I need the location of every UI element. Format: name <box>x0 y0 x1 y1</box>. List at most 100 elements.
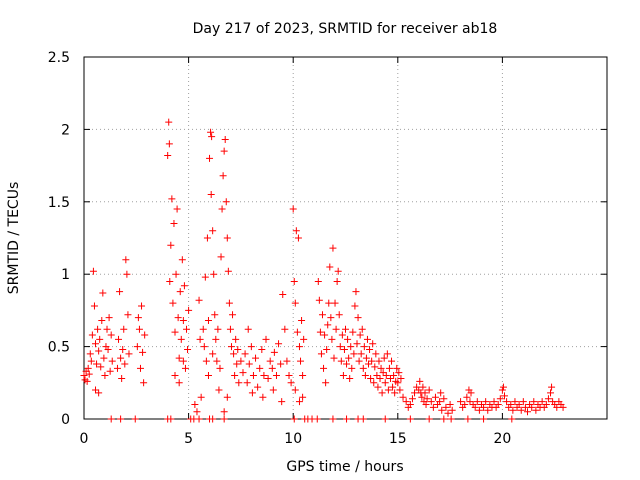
data-point <box>386 374 394 382</box>
data-point <box>258 345 266 353</box>
data-point <box>221 136 229 144</box>
x-tick-label: 0 <box>80 431 89 447</box>
data-point <box>124 311 132 319</box>
data-point <box>299 372 307 380</box>
data-point <box>100 354 108 362</box>
data-point <box>553 403 561 411</box>
data-point <box>419 383 427 391</box>
data-point <box>86 350 94 358</box>
data-point <box>389 383 397 391</box>
data-point <box>115 335 123 343</box>
data-point <box>500 392 508 400</box>
data-point <box>101 372 109 380</box>
data-point <box>380 354 388 362</box>
data-point <box>291 386 299 394</box>
data-point <box>490 398 498 406</box>
data-point <box>349 328 357 336</box>
data-point <box>467 389 475 397</box>
axis-ticks: 0 5 10 15 20 0 0.5 1 1.5 2 2.5 <box>48 50 607 447</box>
data-point <box>123 270 131 278</box>
data-point <box>329 415 337 423</box>
data-point <box>324 321 332 329</box>
data-point <box>92 340 100 348</box>
data-point <box>180 282 188 290</box>
data-point <box>167 415 175 423</box>
data-point <box>375 357 383 365</box>
data-point <box>466 398 474 406</box>
data-point <box>226 325 234 333</box>
data-point <box>181 364 189 372</box>
data-point <box>437 389 445 397</box>
data-point <box>84 364 92 372</box>
y-axis-label: SRMTID / TECUs <box>6 182 22 295</box>
data-point <box>275 340 283 348</box>
data-point <box>316 328 324 336</box>
y-tick-label: 2 <box>61 122 70 138</box>
data-point <box>248 389 256 397</box>
data-point <box>383 350 391 358</box>
data-point <box>125 350 133 358</box>
data-point <box>122 256 130 264</box>
data-point <box>108 357 116 365</box>
data-point <box>406 415 414 423</box>
data-point <box>138 302 146 310</box>
data-point <box>333 277 341 285</box>
data-point <box>457 398 465 406</box>
data-point <box>279 290 287 298</box>
data-point <box>397 374 405 382</box>
grid <box>84 57 607 419</box>
data-point <box>135 325 143 333</box>
data-point <box>395 369 403 377</box>
data-point <box>343 415 351 423</box>
data-point <box>218 205 226 213</box>
data-point <box>422 401 430 409</box>
data-point <box>277 360 285 368</box>
data-point <box>411 389 419 397</box>
data-point <box>475 406 483 414</box>
data-point <box>177 335 185 343</box>
data-point <box>532 406 540 414</box>
data-point <box>340 345 348 353</box>
data-point <box>347 343 355 351</box>
data-point <box>382 372 390 380</box>
data-point <box>355 357 363 365</box>
plot-frame <box>83 56 608 420</box>
data-point <box>356 331 364 339</box>
data-point <box>247 343 255 351</box>
data-point <box>166 277 174 285</box>
data-point <box>272 372 280 380</box>
data-point <box>496 395 504 403</box>
data-point <box>538 398 546 406</box>
data-point <box>195 415 203 423</box>
data-point <box>385 364 393 372</box>
data-point <box>293 328 301 336</box>
data-point <box>176 288 184 296</box>
data-point <box>530 398 538 406</box>
data-point <box>499 383 507 391</box>
data-point <box>287 379 295 387</box>
data-point <box>165 140 173 148</box>
data-point <box>119 345 127 353</box>
data-point <box>350 350 358 358</box>
data-point <box>444 409 452 417</box>
data-point <box>346 374 354 382</box>
data-point <box>200 343 208 351</box>
data-point <box>314 277 322 285</box>
data-point <box>191 401 199 409</box>
data-point <box>318 311 326 319</box>
data-point <box>172 270 180 278</box>
data-point <box>544 395 552 403</box>
data-point <box>295 398 303 406</box>
data-point <box>106 367 114 375</box>
data-point <box>204 372 212 380</box>
data-point <box>548 383 556 391</box>
data-point <box>374 383 382 391</box>
data-point <box>235 379 243 387</box>
data-point <box>381 379 389 387</box>
data-point <box>547 389 555 397</box>
data-point <box>357 350 365 358</box>
data-point <box>471 403 479 411</box>
data-point <box>239 369 247 377</box>
data-point <box>372 350 380 358</box>
data-point <box>329 244 337 252</box>
